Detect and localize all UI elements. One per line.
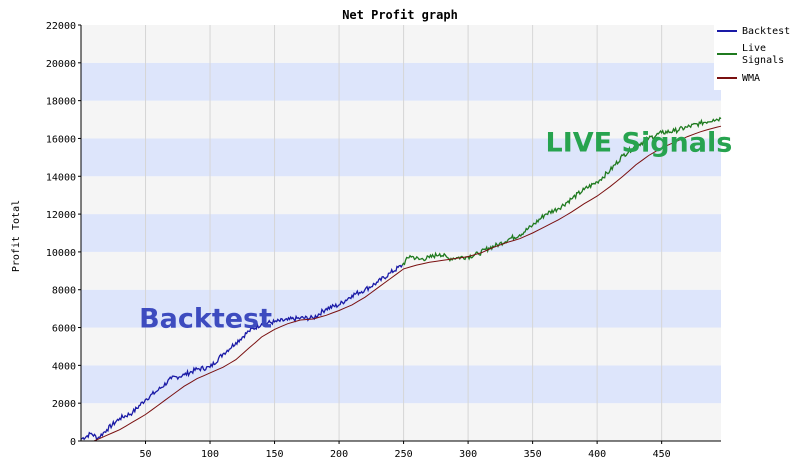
x-tick-label-200: 200	[330, 449, 348, 460]
axes	[80, 25, 721, 442]
x-tick-label-50: 50	[139, 449, 151, 460]
y-tick-label-8000: 8000	[52, 286, 76, 297]
annotation-live-signals: LIVE Signals	[546, 128, 733, 159]
y-axis-label: Profit Total	[11, 200, 22, 272]
legend-label-backtest: Backtest	[742, 26, 790, 37]
y-tick-label-16000: 16000	[46, 134, 76, 145]
x-tick-label-350: 350	[524, 449, 542, 460]
y-tick-label-10000: 10000	[46, 248, 76, 259]
legend: Backtest Live Signals WMA	[714, 18, 794, 90]
x-tick-label-400: 400	[588, 449, 606, 460]
band-10000	[81, 214, 721, 252]
x-tick-labels: 50 100 150 200 250 300 350 400 450	[139, 441, 671, 460]
annotation-backtest: Backtest	[139, 304, 272, 335]
band-16000	[81, 100, 721, 139]
y-tick-label-18000: 18000	[46, 97, 76, 108]
x-tick-label-250: 250	[395, 449, 413, 460]
x-tick-label-150: 150	[266, 449, 284, 460]
y-tick-label-6000: 6000	[52, 324, 76, 335]
y-tick-label-4000: 4000	[52, 361, 76, 372]
legend-label-live: Live Signals	[742, 43, 784, 66]
series-line-backtest	[80, 264, 403, 441]
band-18000	[81, 62, 721, 101]
annotations: Backtest LIVE Signals	[139, 128, 732, 335]
chart-title: Net Profit graph	[342, 8, 458, 22]
y-tick-label-12000: 12000	[46, 210, 76, 221]
y-tick-label-0: 0	[70, 437, 76, 448]
band-4000	[81, 327, 721, 366]
series-line-wma	[93, 125, 722, 442]
legend-label-wma: WMA	[742, 73, 760, 84]
band-0	[81, 403, 721, 441]
band-2000	[81, 365, 721, 404]
band-12000	[81, 176, 721, 215]
y-tick-labels: 0 2000 4000 6000 8000 10000 12000 14000 16000 180…	[46, 21, 81, 448]
y-tick-label-14000: 14000	[46, 172, 76, 183]
y-tick-label-2000: 2000	[52, 399, 76, 410]
x-tick-label-300: 300	[459, 449, 477, 460]
band-20000	[81, 25, 721, 63]
x-tick-label-100: 100	[201, 449, 219, 460]
y-tick-label-20000: 20000	[46, 59, 76, 70]
x-tick-label-450: 450	[653, 449, 671, 460]
y-tick-label-22000: 22000	[46, 21, 76, 32]
series-lines	[80, 116, 722, 442]
band-6000	[81, 289, 721, 328]
band-14000	[81, 138, 721, 177]
